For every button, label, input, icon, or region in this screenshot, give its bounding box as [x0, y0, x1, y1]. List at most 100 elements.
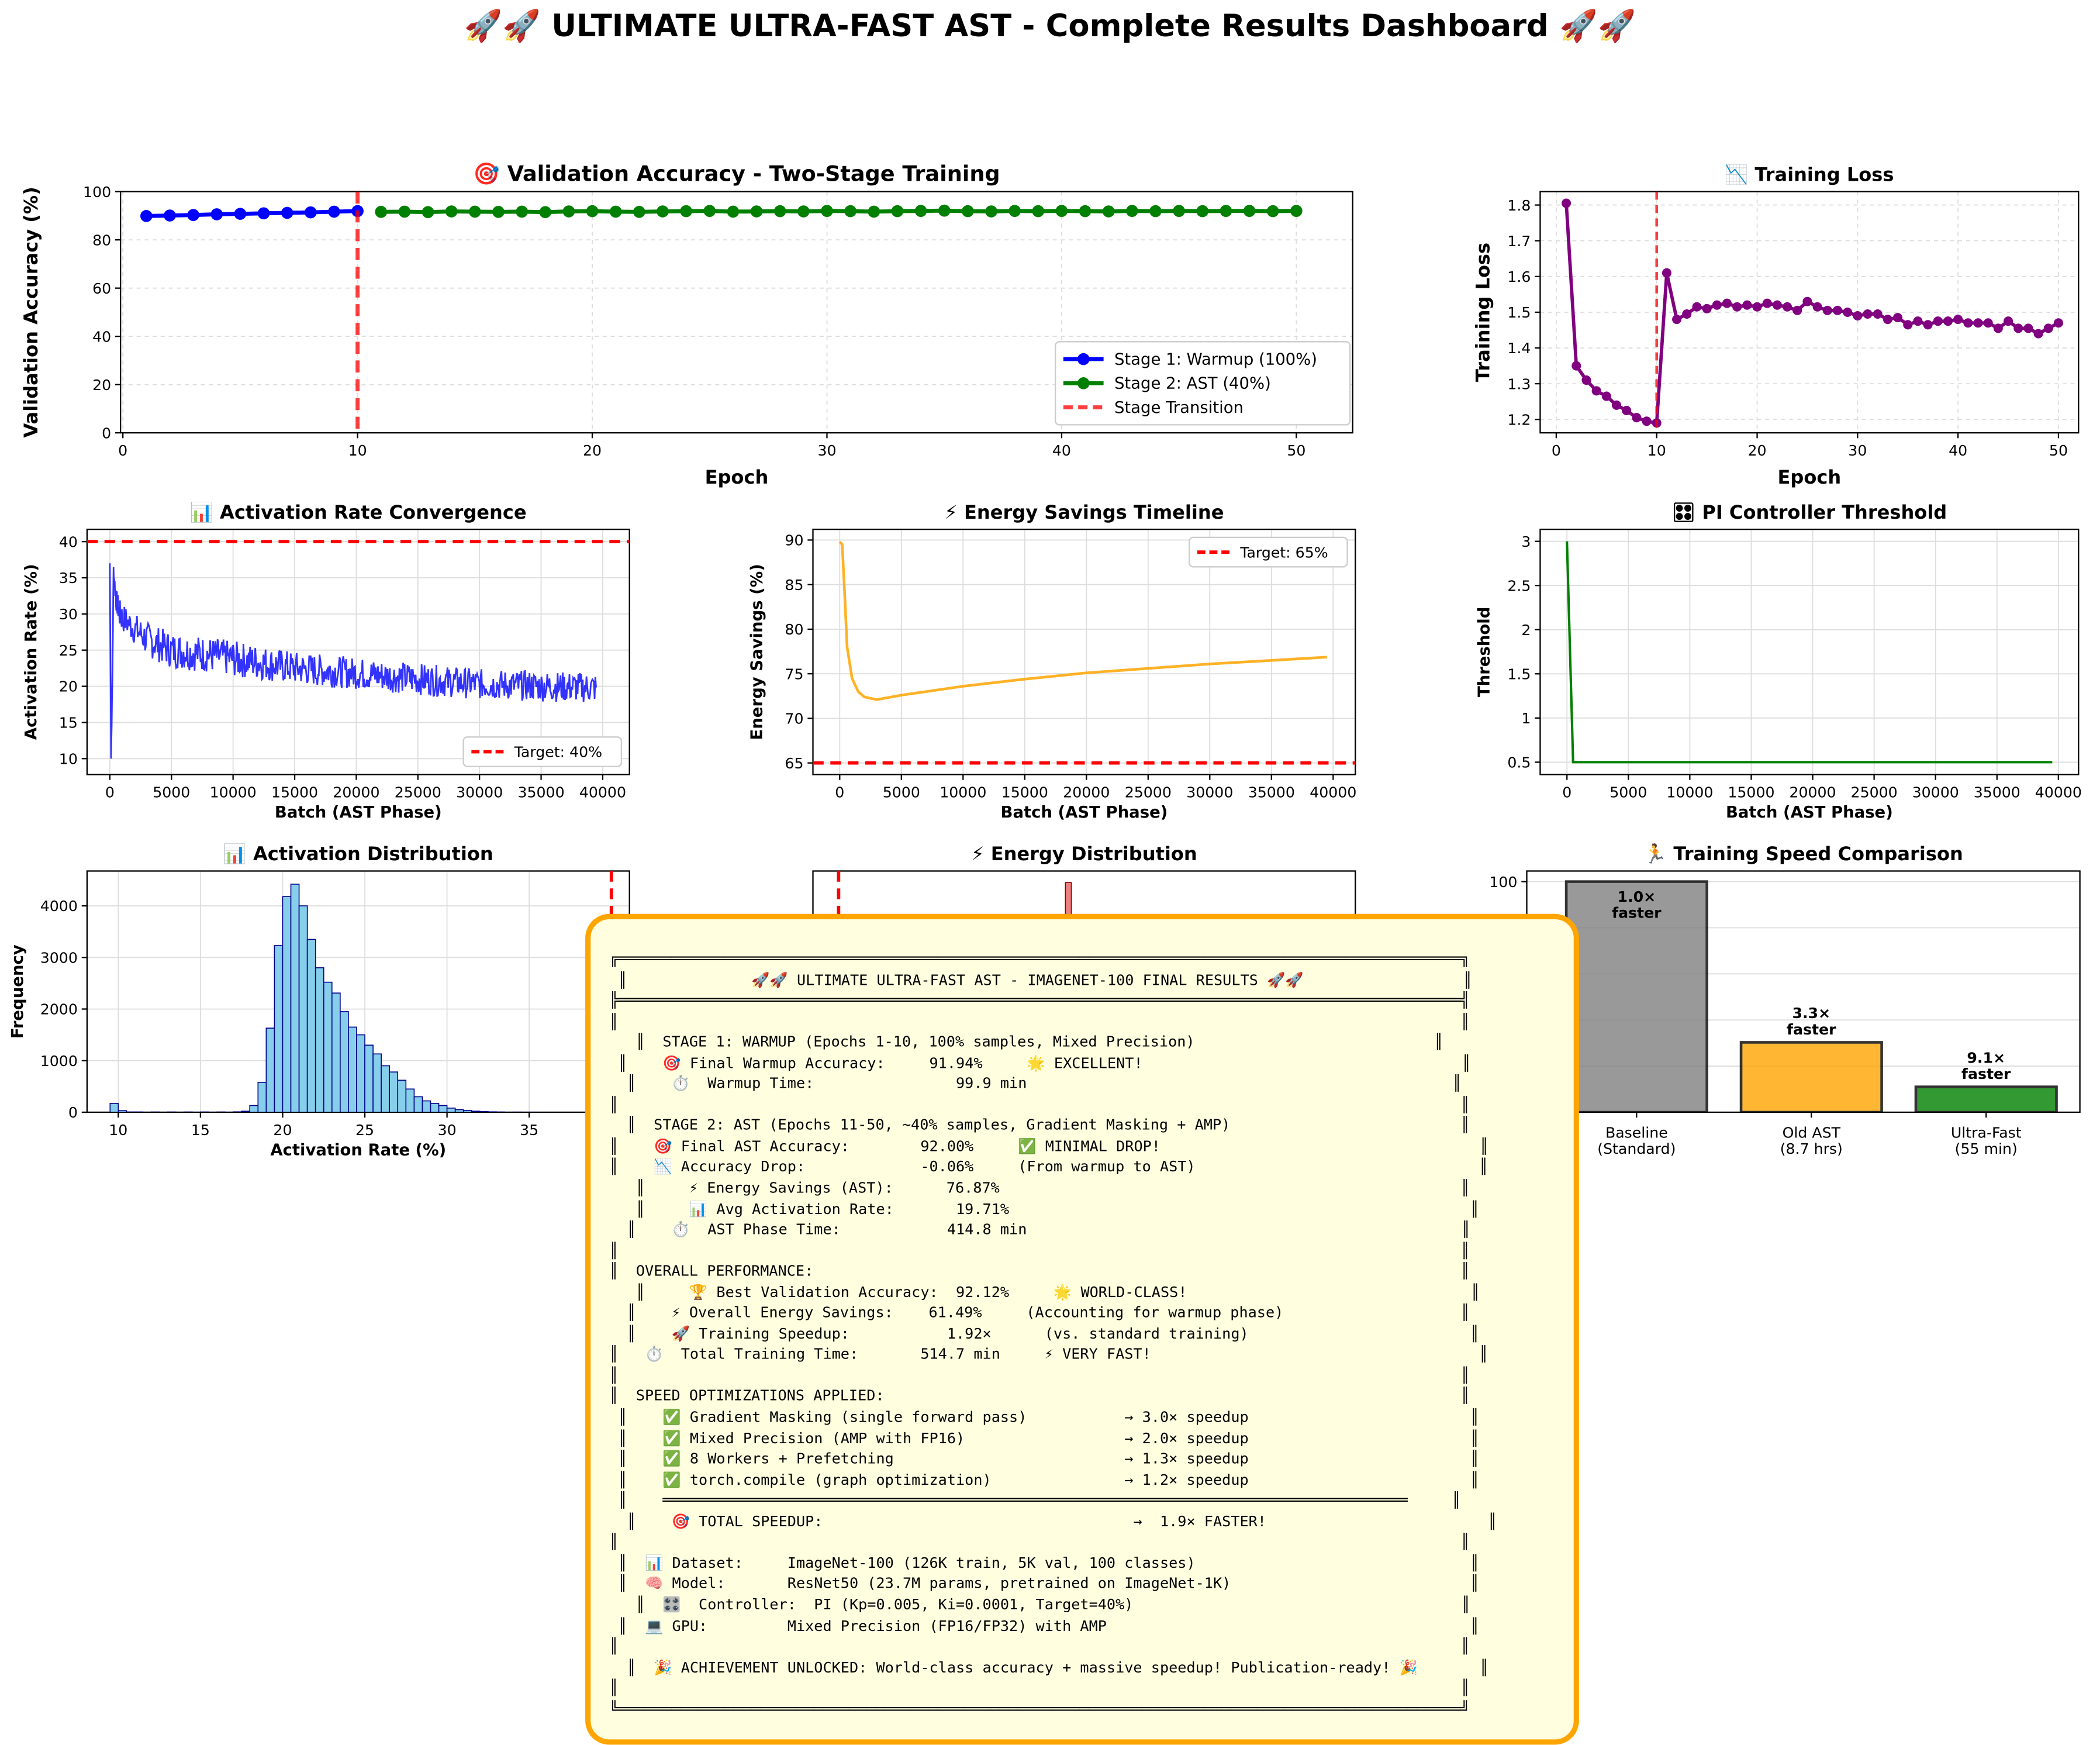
x-tick-label: 25000: [1125, 784, 1172, 801]
data-point: [1592, 386, 1601, 395]
data-point: [258, 207, 270, 219]
results-line: ║ 🎯 Final AST Accuracy: 92.00% ✅ MINIMAL…: [609, 1136, 1497, 1157]
data-point: [563, 205, 575, 218]
results-line: ║ ⚡ Overall Energy Savings: 61.49% (Acco…: [609, 1303, 1497, 1324]
data-point: [1008, 205, 1021, 217]
data-point: [234, 208, 247, 220]
data-point: [1173, 205, 1185, 217]
data-point: [1612, 401, 1621, 410]
data-point: [1672, 315, 1681, 324]
chart-title: 📊 Activation Rate Convergence: [190, 501, 527, 523]
data-point: [2023, 323, 2033, 333]
y-tick-label: 60: [92, 280, 111, 297]
data-point: [1792, 306, 1802, 315]
histogram-bar: [398, 1080, 406, 1112]
y-tick-label: 1: [1521, 710, 1531, 727]
results-line: ║ ✅ Gradient Masking (single forward pas…: [609, 1407, 1497, 1428]
y-tick-label: 90: [785, 532, 803, 549]
results-line: ║ STAGE 2: AST (Epochs 11-50, ~40% sampl…: [609, 1115, 1497, 1136]
speed-bar: [1741, 1042, 1882, 1112]
y-tick-label: 1.4: [1507, 340, 1531, 357]
data-point: [1994, 323, 2003, 333]
x-tick-label: 20000: [1789, 784, 1836, 801]
results-line: ║ ══════════════════════════════════════…: [609, 1491, 1497, 1512]
y-tick-label: 2: [1521, 622, 1531, 639]
data-point: [1267, 205, 1279, 218]
data-point: [797, 205, 810, 218]
data-point: [1802, 297, 1812, 306]
y-tick-label: 1.5: [1507, 304, 1531, 321]
y-tick-label: 80: [92, 232, 111, 249]
x-tick-label: 40000: [1310, 784, 1356, 801]
data-point: [492, 206, 505, 218]
data-point: [2054, 318, 2063, 327]
results-line: ║ ║: [609, 1636, 1497, 1657]
data-point: [2013, 323, 2023, 333]
data-point: [1742, 301, 1752, 310]
results-line: ║ ⏱️ Total Training Time: 514.7 min ⚡ VE…: [609, 1344, 1497, 1365]
data-point: [1933, 316, 1943, 326]
data-point: [281, 207, 293, 219]
x-tick-label: 10000: [940, 784, 986, 801]
data-point: [1571, 361, 1581, 371]
histogram-bar: [464, 1111, 472, 1112]
data-point: [516, 206, 528, 218]
speedup-label: 1.0×faster: [1612, 888, 1662, 922]
data-point: [539, 206, 551, 218]
data-point: [703, 205, 716, 217]
results-text: ╔═══════════════════════════════════════…: [609, 949, 1497, 1719]
y-tick-label: 4000: [40, 898, 78, 915]
data-point: [1913, 316, 1922, 326]
results-line: ║ 💻 GPU: Mixed Precision (FP16/FP32) wit…: [609, 1615, 1497, 1636]
results-line: ║ ║: [609, 1240, 1497, 1261]
results-line: ║ 🎯 Final Warmup Accuracy: 91.94% 🌟 EXCE…: [609, 1053, 1497, 1074]
histogram-bar: [373, 1054, 381, 1112]
histogram-bar: [357, 1035, 365, 1112]
x-tick-label: 50: [1287, 442, 1305, 459]
results-line: ║ ║: [609, 1678, 1497, 1699]
x-tick-label: 40000: [2035, 784, 2082, 801]
legend-marker: [1077, 377, 1090, 389]
x-tick-label: 40: [1052, 442, 1071, 459]
histogram-bar: [258, 1082, 266, 1112]
y-axis-label: Activation Rate (%): [22, 564, 40, 740]
x-tick-label: 25: [355, 1122, 374, 1139]
speedup-label: 3.3×faster: [1787, 1005, 1836, 1038]
x-tick-label: 25000: [395, 784, 441, 801]
results-line: ║ ║: [609, 1532, 1497, 1553]
data-point: [445, 205, 458, 218]
y-tick-label: 75: [785, 665, 803, 682]
y-tick-label: 65: [785, 755, 803, 772]
results-line: ║ 📊 Avg Activation Rate: 19.71% ║: [609, 1199, 1497, 1220]
data-point: [938, 205, 951, 217]
y-tick-label: 3000: [40, 949, 78, 966]
results-line: ║ STAGE 1: WARMUP (Epochs 1-10, 100% sam…: [609, 1032, 1497, 1053]
category-label: Ultra-Fast(55 min): [1951, 1124, 2022, 1157]
speed-bar: [1916, 1087, 2057, 1112]
histogram-bar: [308, 939, 316, 1112]
data-point: [915, 205, 927, 217]
data-point: [727, 206, 740, 218]
x-tick-label: 15: [191, 1122, 210, 1139]
x-tick-label: 10000: [1666, 784, 1713, 801]
data-point: [187, 209, 199, 221]
histogram-bar: [406, 1089, 414, 1112]
y-tick-label: 40: [59, 533, 78, 550]
histogram-bar: [439, 1105, 447, 1112]
x-tick-label: 35000: [517, 784, 564, 801]
data-point: [399, 206, 411, 218]
legend-label: Target: 65%: [1239, 544, 1328, 561]
legend-marker: [1077, 353, 1090, 365]
x-tick-label: 5000: [153, 784, 190, 801]
y-tick-label: 1.6: [1507, 268, 1531, 285]
plot-area: [110, 871, 611, 1112]
x-tick-label: 40: [1949, 442, 1967, 459]
x-tick-label: 20: [273, 1122, 292, 1139]
x-tick-label: 20: [583, 442, 602, 459]
data-point: [164, 209, 176, 222]
chart-title: ⚡ Energy Distribution: [971, 843, 1197, 865]
y-axis-label: Training Loss: [1472, 243, 1494, 382]
histogram-bar: [241, 1111, 250, 1112]
x-axis-label: Epoch: [1778, 466, 1842, 488]
histogram-bar: [389, 1072, 398, 1112]
